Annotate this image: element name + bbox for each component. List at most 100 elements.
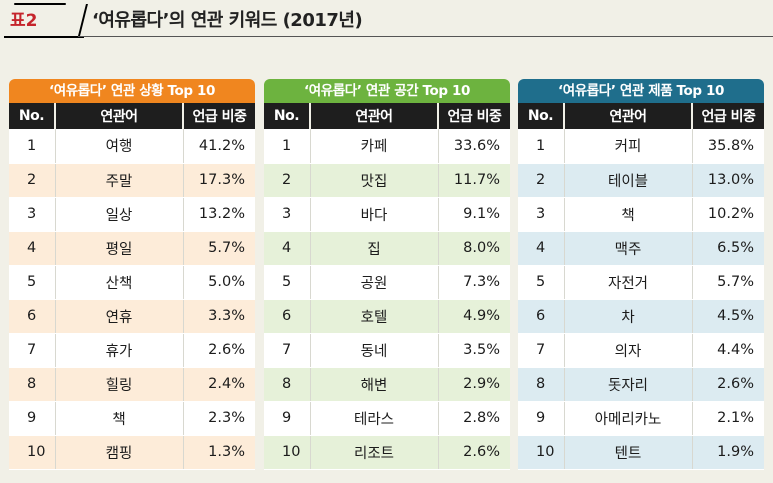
rank-cell: 2: [264, 163, 310, 198]
table-row: 4 평일 5.7%: [9, 231, 255, 266]
share-cell: 41.2%: [182, 129, 255, 164]
rank-cell: 1: [9, 129, 55, 164]
table-row: 4 맥주 6.5%: [518, 231, 764, 266]
keyword-cell: 일상: [54, 197, 183, 232]
table-row: 10 캠핑 1.3%: [9, 435, 255, 470]
table-row: 9 아메리카노 2.1%: [518, 401, 764, 436]
keyword-cell: 호텔: [309, 299, 438, 334]
table-row: 7 의자 4.4%: [518, 333, 764, 368]
share-cell: 2.3%: [182, 401, 255, 436]
rank-cell: 8: [518, 367, 564, 402]
share-cell: 5.7%: [691, 265, 764, 300]
ranking-table: No. 연관어 언급 비중 1 카페 33.6% 2 맛집 11.7% 3 바다 9.1% 4 집 8.0%…: [264, 103, 510, 470]
keyword-cell: 주말: [54, 163, 183, 198]
table-row: 5 산책 5.0%: [9, 265, 255, 300]
keyword-cell: 여행: [54, 129, 183, 164]
rank-cell: 10: [9, 435, 55, 470]
figure-title: ‘여유롭다’의 연관 키워드 (2017년): [92, 10, 363, 31]
column-header-share: 언급 비중: [691, 103, 764, 129]
table-row: 10 텐트 1.9%: [518, 435, 764, 470]
rank-cell: 3: [9, 197, 55, 232]
table-row: 3 일상 13.2%: [9, 197, 255, 232]
rank-cell: 4: [518, 231, 564, 266]
rank-cell: 6: [518, 299, 564, 334]
table-header-row: No. 연관어 언급 비중: [264, 103, 510, 129]
table-row: 8 돗자리 2.6%: [518, 367, 764, 402]
table-row: 1 카페 33.6%: [264, 129, 510, 164]
rank-cell: 9: [518, 401, 564, 436]
table-row: 9 책 2.3%: [9, 401, 255, 436]
keyword-cell: 테이블: [563, 163, 692, 198]
table-row: 3 책 10.2%: [518, 197, 764, 232]
keyword-cell: 휴가: [54, 333, 183, 368]
ranking-panel-space: ‘여유롭다’ 연관 공간 Top 10 No. 연관어 언급 비중 1 카페 33.6% 2 맛…: [264, 79, 510, 470]
table-row: 6 호텔 4.9%: [264, 299, 510, 334]
title-rule: [78, 36, 773, 37]
keyword-cell: 해변: [309, 367, 438, 402]
rank-cell: 9: [9, 401, 55, 436]
keyword-cell: 리조트: [309, 435, 438, 470]
share-cell: 4.9%: [437, 299, 510, 334]
share-cell: 11.7%: [437, 163, 510, 198]
rank-cell: 4: [264, 231, 310, 266]
table-row: 5 공원 7.3%: [264, 265, 510, 300]
rank-cell: 6: [9, 299, 55, 334]
ranking-table: No. 연관어 언급 비중 1 여행 41.2% 2 주말 17.3% 3 일상 13.2% 4 평일 5.…: [9, 103, 255, 470]
keyword-cell: 커피: [563, 129, 692, 164]
share-cell: 33.6%: [437, 129, 510, 164]
share-cell: 2.1%: [691, 401, 764, 436]
table-row: 8 힐링 2.4%: [9, 367, 255, 402]
rank-cell: 9: [264, 401, 310, 436]
keyword-cell: 책: [54, 401, 183, 436]
table-row: 1 커피 35.8%: [518, 129, 764, 164]
table-row: 9 테라스 2.8%: [264, 401, 510, 436]
share-cell: 13.0%: [691, 163, 764, 198]
share-cell: 2.8%: [437, 401, 510, 436]
table-row: 6 차 4.5%: [518, 299, 764, 334]
keyword-cell: 맛집: [309, 163, 438, 198]
share-cell: 4.5%: [691, 299, 764, 334]
share-cell: 4.4%: [691, 333, 764, 368]
keyword-cell: 평일: [54, 231, 183, 266]
column-header-keyword: 연관어: [309, 103, 438, 129]
keyword-cell: 연휴: [54, 299, 183, 334]
panel-title: ‘여유롭다’ 연관 제품 Top 10: [518, 79, 764, 103]
share-cell: 1.9%: [691, 435, 764, 470]
keyword-cell: 캠핑: [54, 435, 183, 470]
table-row: 7 휴가 2.6%: [9, 333, 255, 368]
share-cell: 10.2%: [691, 197, 764, 232]
keyword-cell: 카페: [309, 129, 438, 164]
rank-cell: 10: [264, 435, 310, 470]
table-row: 5 자전거 5.7%: [518, 265, 764, 300]
panel-title: ‘여유롭다’ 연관 공간 Top 10: [264, 79, 510, 103]
rank-cell: 10: [518, 435, 564, 470]
table-row: 1 여행 41.2%: [9, 129, 255, 164]
keyword-cell: 테라스: [309, 401, 438, 436]
share-cell: 13.2%: [182, 197, 255, 232]
table-row: 3 바다 9.1%: [264, 197, 510, 232]
keyword-cell: 의자: [563, 333, 692, 368]
share-cell: 2.6%: [437, 435, 510, 470]
panel-title: ‘여유롭다’ 연관 상황 Top 10: [9, 79, 255, 103]
keyword-cell: 돗자리: [563, 367, 692, 402]
table-row: 2 주말 17.3%: [9, 163, 255, 198]
keyword-cell: 산책: [54, 265, 183, 300]
table-row: 7 동네 3.5%: [264, 333, 510, 368]
share-cell: 3.5%: [437, 333, 510, 368]
ranking-panel-product: ‘여유롭다’ 연관 제품 Top 10 No. 연관어 언급 비중 1 커피 35.8% 2 테…: [518, 79, 764, 470]
share-cell: 3.3%: [182, 299, 255, 334]
share-cell: 8.0%: [437, 231, 510, 266]
figure-header: 표2 ‘여유롭다’의 연관 키워드 (2017년): [0, 0, 773, 40]
keyword-cell: 아메리카노: [563, 401, 692, 436]
column-header-no: No.: [9, 103, 55, 129]
share-cell: 2.4%: [182, 367, 255, 402]
keyword-cell: 텐트: [563, 435, 692, 470]
share-cell: 7.3%: [437, 265, 510, 300]
keyword-cell: 바다: [309, 197, 438, 232]
keyword-cell: 힐링: [54, 367, 183, 402]
share-cell: 2.6%: [182, 333, 255, 368]
tag-divider: [78, 4, 88, 36]
rank-cell: 5: [518, 265, 564, 300]
share-cell: 9.1%: [437, 197, 510, 232]
tag-underline: [4, 36, 84, 38]
